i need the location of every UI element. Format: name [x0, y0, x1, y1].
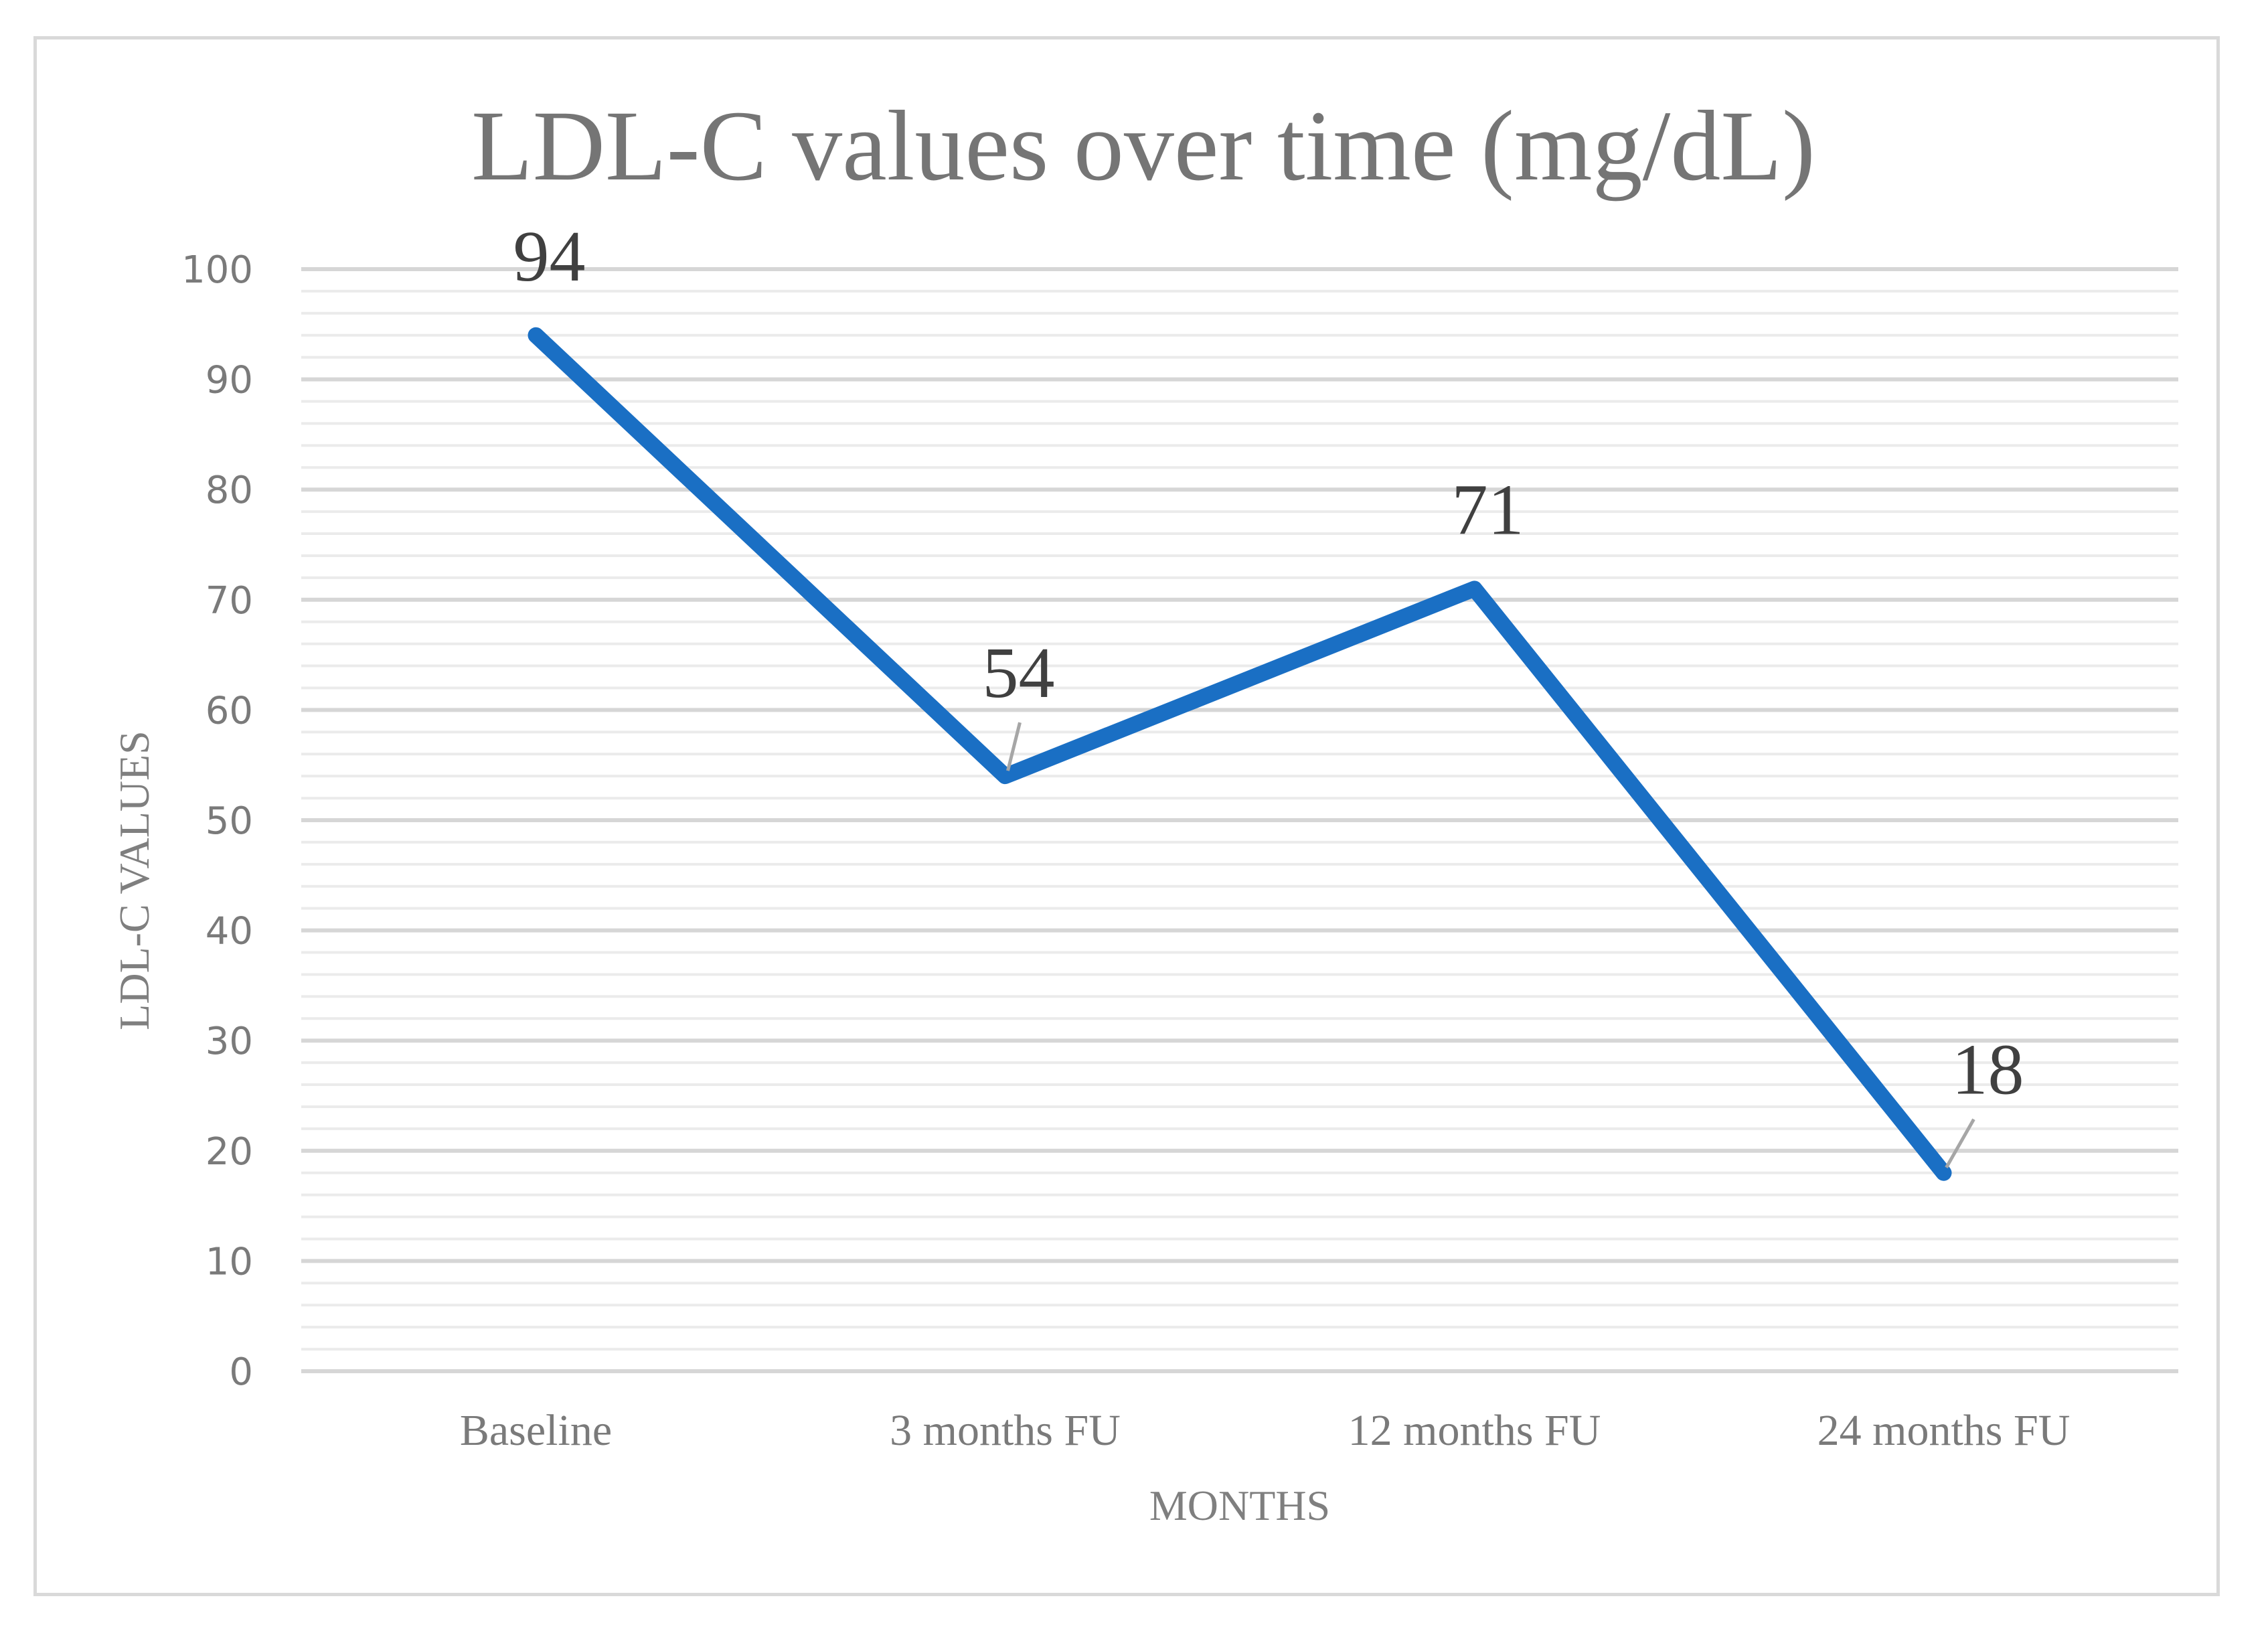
x-tick-label: Baseline [460, 1406, 612, 1455]
y-axis-title: LDL-C VALUES [110, 730, 158, 1030]
x-axis-ticks: Baseline 3 months FU 12 months FU 24 months… [460, 1406, 2071, 1455]
series-ldl-c [528, 327, 1952, 1181]
x-tick-label: 3 months FU [890, 1406, 1121, 1455]
data-label: 54 [983, 633, 1055, 713]
data-label: 18 [1952, 1030, 2024, 1110]
x-tick-label: 12 months FU [1348, 1406, 1601, 1455]
y-tick-label: 20 [206, 1130, 253, 1174]
y-tick-label: 90 [206, 359, 253, 402]
x-tick-label: 24 months FU [1817, 1406, 2071, 1455]
data-label-leader [1945, 1118, 1975, 1168]
y-tick-label: 60 [206, 689, 253, 732]
data-labels: 94 54 71 18 [513, 217, 2024, 1168]
y-tick-label: 80 [206, 469, 253, 512]
y-tick-label: 50 [206, 799, 253, 843]
y-tick-label: 70 [206, 579, 253, 623]
data-point [1943, 1172, 1945, 1174]
y-tick-label: 10 [206, 1240, 253, 1284]
data-label: 94 [513, 217, 586, 297]
gridlines [301, 267, 2178, 1373]
y-tick-label: 0 [229, 1350, 253, 1394]
data-label-leader [1006, 722, 1022, 771]
data-point [535, 334, 537, 336]
y-axis-ticks: 0 10 20 30 40 50 60 70 80 90 100 [181, 248, 253, 1394]
chart-title: LDL-C values over time (mg/dL) [471, 90, 1815, 202]
data-label: 71 [1452, 470, 1524, 550]
series-line [528, 327, 1952, 1181]
y-tick-label: 40 [206, 910, 253, 953]
x-axis-title: MONTHS [1149, 1482, 1330, 1529]
data-point [1473, 588, 1475, 590]
y-tick-label: 30 [206, 1020, 253, 1063]
data-point [1004, 775, 1006, 777]
chart-frame [33, 36, 2220, 1596]
y-tick-label: 100 [181, 248, 253, 292]
